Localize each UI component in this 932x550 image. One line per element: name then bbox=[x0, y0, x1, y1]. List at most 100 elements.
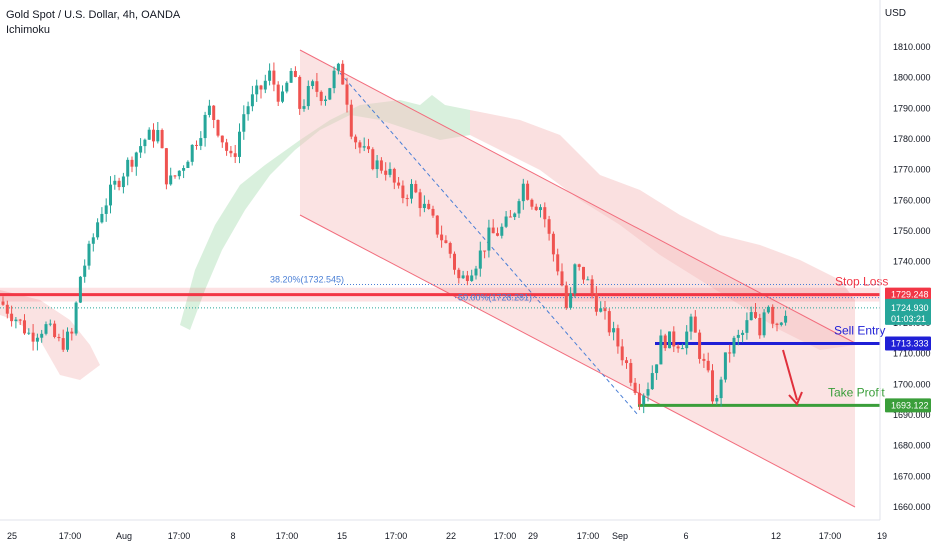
candle-body bbox=[173, 175, 177, 177]
candle-body bbox=[414, 183, 418, 193]
symbol-title[interactable]: Gold Spot / U.S. Dollar, 4h, OANDA bbox=[6, 9, 181, 21]
stop-loss-tag[interactable] bbox=[885, 287, 931, 302]
candle-body bbox=[160, 130, 164, 149]
y-tick-label: 1770.000 bbox=[893, 165, 931, 175]
candle-body bbox=[121, 176, 125, 188]
candle-body bbox=[543, 207, 547, 220]
candle-body bbox=[324, 99, 327, 102]
candle-body bbox=[14, 319, 18, 322]
candle-body bbox=[66, 331, 69, 350]
candle-body bbox=[573, 264, 577, 294]
candle-body bbox=[474, 268, 478, 276]
last-price-tag[interactable] bbox=[885, 298, 931, 325]
x-tick-label: 17:00 bbox=[276, 531, 299, 541]
candle-body bbox=[225, 142, 229, 151]
candle-body bbox=[143, 139, 147, 147]
candle-body bbox=[539, 207, 542, 211]
candle-body bbox=[749, 312, 753, 321]
x-tick-label: 17:00 bbox=[59, 531, 82, 541]
candle-body bbox=[625, 360, 628, 364]
x-tick-label: 17:00 bbox=[385, 531, 408, 541]
candle-body bbox=[629, 363, 633, 383]
candle-body bbox=[203, 114, 207, 139]
candle-body bbox=[96, 222, 100, 238]
last-price-text: 1724.930 bbox=[891, 303, 929, 313]
candle-body bbox=[483, 250, 487, 252]
candle-body bbox=[238, 131, 241, 157]
candle-body bbox=[517, 201, 521, 214]
candle-body bbox=[285, 82, 289, 92]
candle-body bbox=[216, 119, 220, 136]
candle-body bbox=[83, 265, 87, 277]
candle-body bbox=[18, 319, 22, 321]
candle-body bbox=[177, 170, 181, 177]
candle-body bbox=[10, 313, 14, 322]
candle-body bbox=[732, 337, 736, 354]
candle-body bbox=[195, 144, 198, 146]
candle-body bbox=[113, 180, 117, 185]
candle-body bbox=[207, 105, 211, 115]
candle-body bbox=[680, 348, 684, 350]
candle-body bbox=[332, 70, 336, 89]
candle-body bbox=[766, 306, 770, 313]
candle-body bbox=[418, 192, 422, 209]
candle-body bbox=[259, 85, 263, 90]
candle-body bbox=[384, 170, 388, 175]
y-tick-label: 1780.000 bbox=[893, 134, 931, 144]
y-tick-label: 1750.000 bbox=[893, 226, 931, 236]
candle-body bbox=[448, 243, 452, 254]
candle-body bbox=[491, 227, 495, 234]
candle-body bbox=[698, 332, 702, 359]
candle-body bbox=[465, 275, 469, 281]
candle-body bbox=[246, 106, 250, 115]
candle-body bbox=[229, 150, 233, 154]
candle-body bbox=[642, 395, 646, 405]
candle-body bbox=[711, 370, 714, 402]
down-arrow-head bbox=[788, 391, 803, 406]
candle-body bbox=[444, 240, 448, 244]
candle-body bbox=[526, 183, 530, 200]
candle-body bbox=[521, 183, 525, 202]
candle-body bbox=[551, 233, 555, 255]
candle-body bbox=[100, 213, 104, 223]
stop-loss-label: Stop Loss bbox=[835, 275, 888, 289]
candle-body bbox=[40, 333, 44, 338]
candle-body bbox=[319, 91, 323, 102]
candle-body bbox=[349, 104, 353, 137]
y-tick-label: 1680.000 bbox=[893, 441, 931, 451]
take-profit-label: Take Profit bbox=[828, 385, 885, 399]
y-tick-label: 1710.000 bbox=[893, 349, 931, 359]
currency-label: USD bbox=[884, 8, 906, 19]
x-tick-label: 17:00 bbox=[819, 531, 842, 541]
candle-body bbox=[590, 279, 594, 294]
ichimoku-cloud-left bbox=[0, 290, 100, 380]
x-tick-label: 8 bbox=[230, 531, 235, 541]
candle-body bbox=[745, 320, 749, 333]
indicator-label[interactable]: Ichimoku bbox=[6, 24, 51, 36]
candle-body bbox=[719, 379, 723, 399]
candle-body bbox=[659, 335, 663, 365]
candle-body bbox=[388, 168, 392, 175]
candle-body bbox=[771, 306, 775, 324]
sell-entry-tag[interactable] bbox=[885, 336, 931, 351]
candle-body bbox=[435, 215, 439, 235]
candle-body bbox=[78, 276, 82, 303]
candle-body bbox=[603, 308, 607, 312]
x-tick-label: 17:00 bbox=[577, 531, 600, 541]
candle-body bbox=[556, 254, 560, 272]
candle-body bbox=[169, 175, 173, 185]
candle-body bbox=[302, 106, 306, 109]
channel-lower-line[interactable] bbox=[299, 214, 856, 508]
x-tick-label: 22 bbox=[446, 531, 456, 541]
candle-body bbox=[594, 293, 598, 312]
take-profit-tag[interactable] bbox=[885, 398, 931, 413]
candle-body bbox=[668, 331, 671, 349]
candle-body bbox=[91, 237, 95, 244]
ichimoku-cloud-green bbox=[180, 95, 470, 330]
y-tick-label: 1760.000 bbox=[893, 195, 931, 205]
candle-body bbox=[569, 293, 573, 308]
candle-body bbox=[547, 219, 551, 234]
candle-body bbox=[646, 389, 650, 396]
candle-body bbox=[754, 312, 757, 318]
